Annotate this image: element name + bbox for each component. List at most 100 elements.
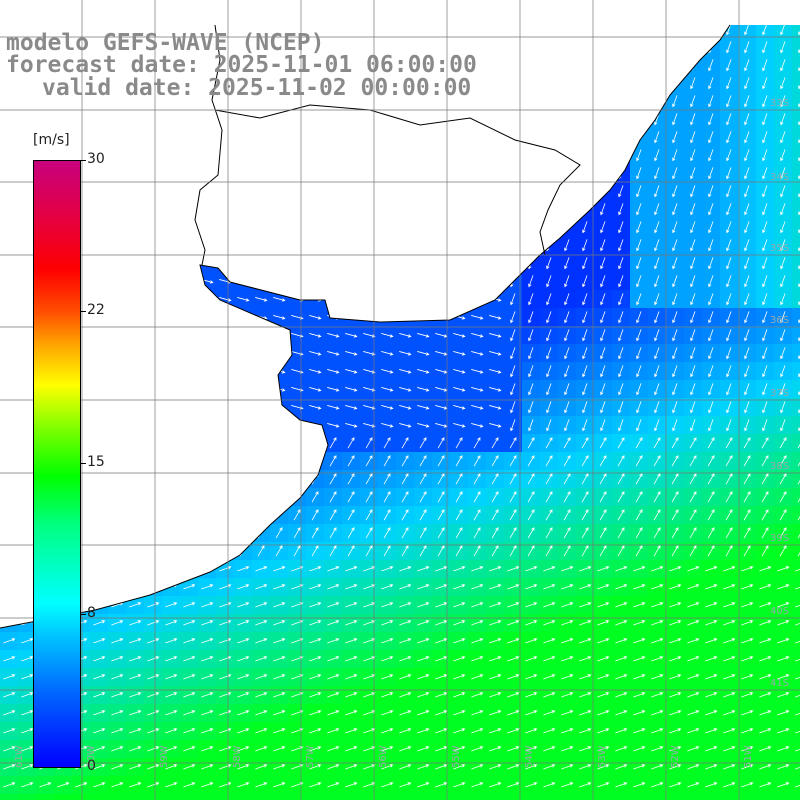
wind-arrow bbox=[618, 185, 624, 198]
wind-cell bbox=[540, 56, 558, 74]
wind-arrow bbox=[525, 746, 538, 752]
wind-cell bbox=[0, 434, 18, 452]
wind-arrow bbox=[417, 638, 430, 644]
wind-cell bbox=[234, 200, 252, 218]
wind-arrow bbox=[471, 584, 484, 590]
wind-arrow bbox=[21, 297, 34, 302]
wind-cell bbox=[126, 560, 144, 578]
wind-arrow bbox=[725, 473, 733, 485]
wind-arrow bbox=[759, 674, 772, 680]
wind-arrow bbox=[525, 602, 538, 608]
wind-arrow bbox=[399, 225, 412, 230]
wind-arrow bbox=[185, 437, 193, 449]
wind-arrow bbox=[582, 149, 588, 162]
wind-arrow bbox=[453, 171, 466, 176]
wind-arrow bbox=[363, 710, 376, 716]
wind-cell bbox=[108, 380, 126, 398]
wind-cell bbox=[180, 182, 198, 200]
wind-arrow bbox=[471, 153, 484, 158]
wind-cell bbox=[288, 182, 306, 200]
wind-arrow bbox=[633, 674, 646, 680]
wind-arrow bbox=[23, 527, 31, 539]
longitude-label: 58W bbox=[232, 745, 243, 768]
wind-arrow bbox=[741, 584, 754, 590]
wind-arrow bbox=[563, 545, 571, 557]
wind-arrow bbox=[615, 584, 628, 590]
wind-arrow bbox=[726, 329, 732, 342]
wind-cell bbox=[126, 218, 144, 236]
wind-arrow bbox=[633, 764, 646, 770]
wind-arrow bbox=[507, 620, 520, 626]
wind-cell bbox=[792, 614, 800, 632]
wind-arrow bbox=[744, 383, 750, 396]
wind-cell bbox=[252, 416, 270, 434]
wind-arrow bbox=[564, 401, 570, 414]
wind-arrow bbox=[759, 566, 772, 572]
wind-cell bbox=[594, 146, 612, 164]
wind-arrow bbox=[453, 351, 466, 356]
wind-cell bbox=[144, 110, 162, 128]
wind-arrow bbox=[597, 620, 610, 626]
wind-cell bbox=[144, 146, 162, 164]
wind-arrow bbox=[707, 509, 715, 521]
wind-arrow bbox=[237, 369, 250, 374]
wind-cell bbox=[612, 794, 630, 800]
wind-cell bbox=[216, 434, 234, 452]
wind-arrow bbox=[525, 764, 538, 770]
wind-cell bbox=[216, 506, 234, 524]
wind-cell bbox=[0, 344, 18, 362]
wind-arrow bbox=[363, 728, 376, 734]
wind-cell bbox=[792, 362, 800, 380]
wind-arrow bbox=[635, 527, 643, 539]
longitude-labels: 61W 60W 59W 58W 57W 56W 55W 54W 53W 52W 51W bbox=[14, 745, 754, 768]
wind-arrow bbox=[3, 620, 16, 626]
wind-cell bbox=[558, 92, 576, 110]
wind-cell bbox=[270, 200, 288, 218]
wind-cell bbox=[792, 110, 800, 128]
wind-arrow bbox=[255, 405, 268, 410]
wind-arrow bbox=[744, 77, 750, 90]
wind-arrow bbox=[473, 491, 481, 503]
wind-arrow bbox=[762, 185, 768, 198]
wind-cell bbox=[234, 110, 252, 128]
wind-arrow bbox=[255, 584, 268, 590]
wind-cell bbox=[558, 56, 576, 74]
wind-cell bbox=[0, 128, 18, 146]
wind-arrow bbox=[708, 149, 714, 162]
wind-arrow bbox=[21, 189, 34, 194]
wind-arrow bbox=[417, 117, 430, 122]
wind-arrow bbox=[654, 149, 660, 162]
wind-arrow bbox=[165, 405, 178, 410]
wind-arrow bbox=[582, 41, 588, 54]
wind-cell bbox=[774, 25, 792, 38]
wind-arrow bbox=[237, 315, 250, 320]
wind-arrow bbox=[723, 674, 736, 680]
wind-arrow bbox=[651, 710, 664, 716]
wind-arrow bbox=[687, 710, 700, 716]
wind-arrow bbox=[707, 491, 715, 503]
wind-cell bbox=[594, 25, 612, 38]
wind-cell bbox=[0, 182, 18, 200]
wind-arrow bbox=[471, 243, 484, 248]
wind-cell bbox=[252, 110, 270, 128]
wind-arrow bbox=[93, 620, 106, 626]
wind-arrow bbox=[309, 728, 322, 734]
wind-arrow bbox=[381, 45, 394, 50]
wind-arrow bbox=[417, 279, 430, 284]
longitude-label: 56W bbox=[378, 745, 389, 768]
wind-arrow bbox=[309, 620, 322, 626]
wind-arrow bbox=[273, 746, 286, 752]
wind-arrow bbox=[201, 117, 214, 122]
wind-arrow bbox=[23, 545, 31, 557]
wind-cell bbox=[216, 362, 234, 380]
wind-arrow bbox=[597, 584, 610, 590]
wind-arrow bbox=[237, 566, 250, 572]
wind-arrow bbox=[201, 405, 214, 410]
wind-arrow bbox=[399, 153, 412, 158]
wind-cell bbox=[486, 25, 504, 38]
wind-cell bbox=[108, 362, 126, 380]
wind-arrow bbox=[363, 656, 376, 662]
wind-cell bbox=[342, 146, 360, 164]
wind-arrow bbox=[510, 383, 516, 396]
wind-arrow bbox=[795, 692, 800, 698]
